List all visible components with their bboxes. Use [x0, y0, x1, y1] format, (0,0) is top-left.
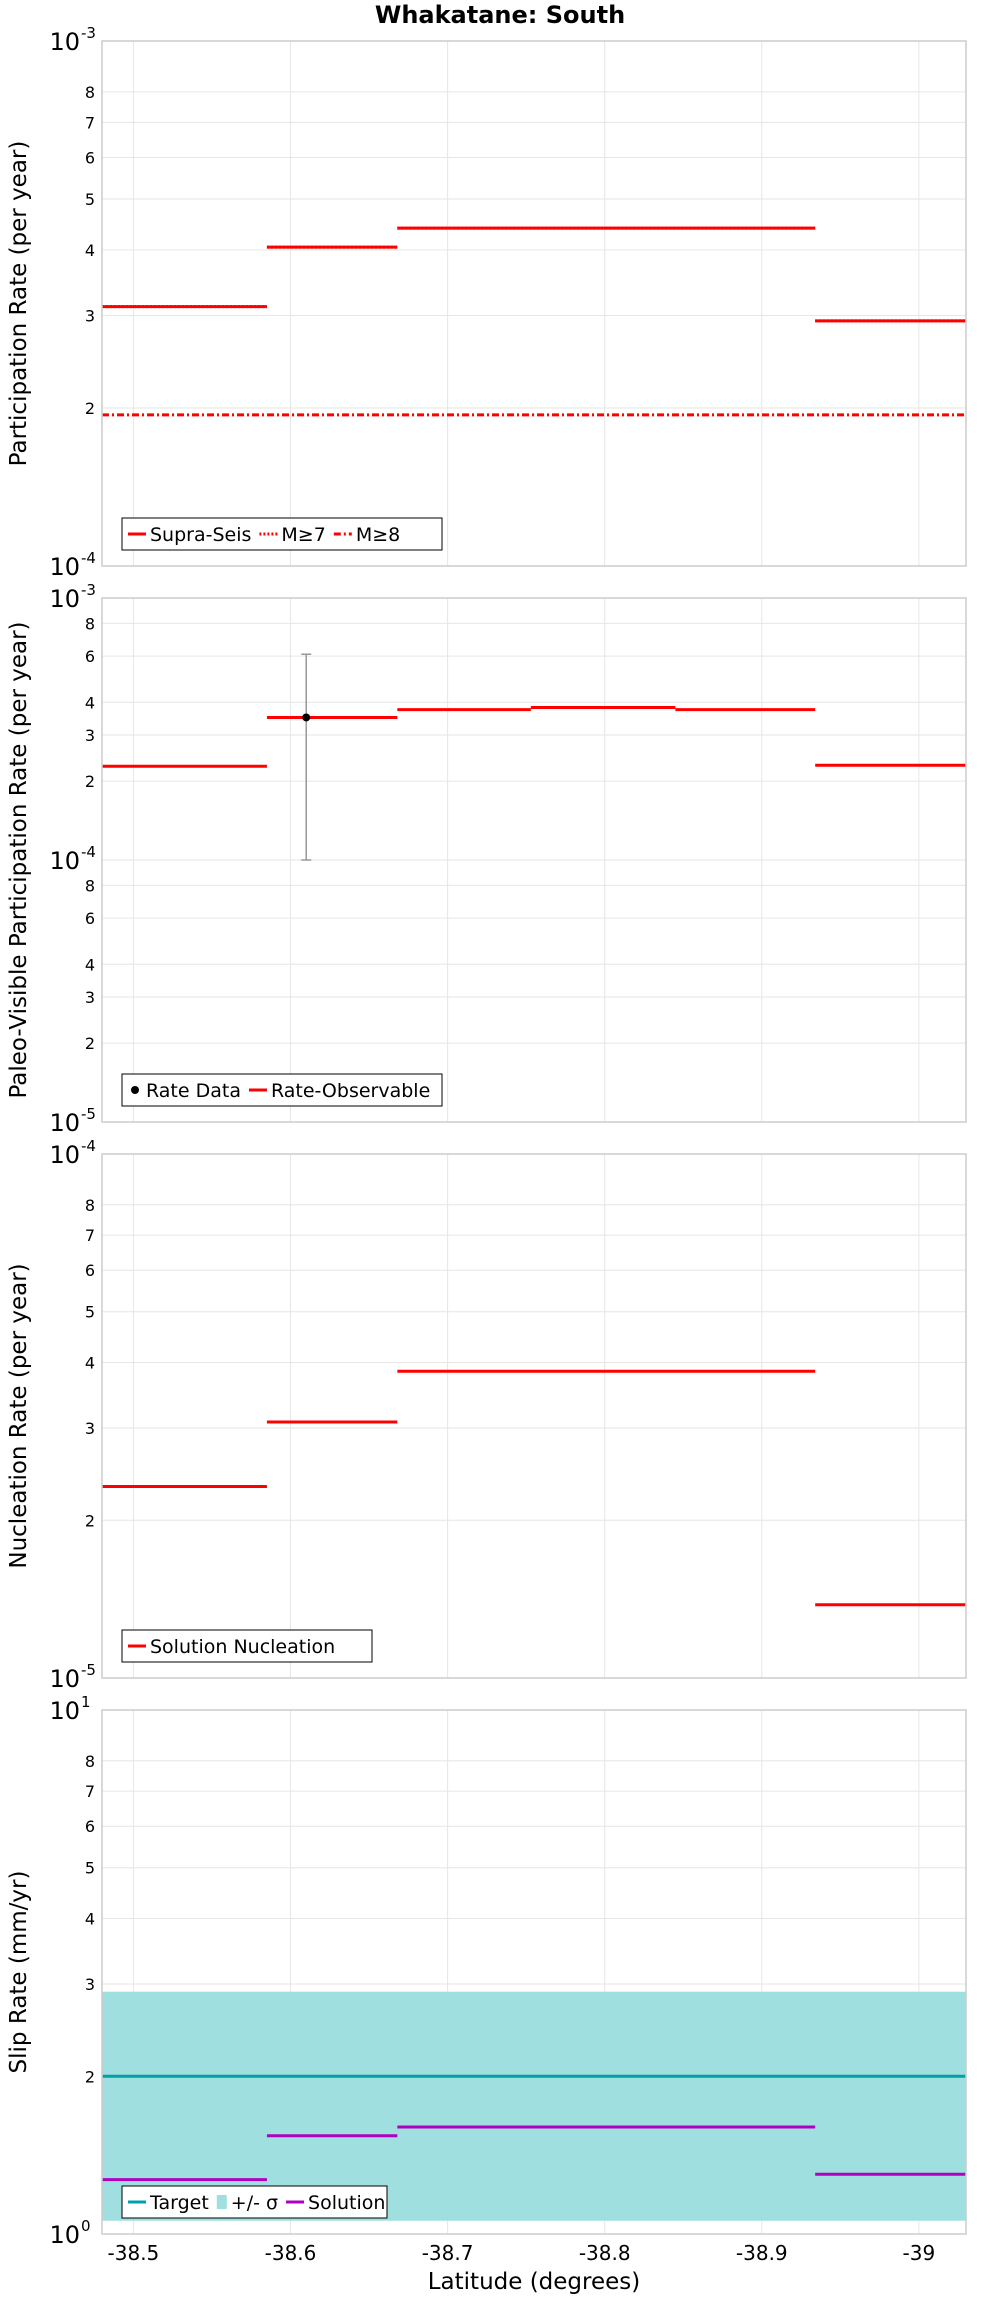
y-minor-tick-label: 4: [85, 241, 95, 260]
y-minor-tick-label: 2: [85, 2067, 95, 2086]
y-tick-exponent: -5: [81, 1661, 96, 1679]
legend: Target +/- σ Solution: [121, 2185, 388, 2219]
y-minor-tick-label: 5: [85, 1303, 95, 1322]
legend-label: Solution: [308, 2192, 385, 2214]
legend: Rate Data Rate-Observable: [121, 1073, 443, 1107]
legend-label: Supra-Seis: [150, 524, 251, 546]
y-minor-tick-label: 4: [85, 1354, 95, 1373]
y-minor-tick-label: 3: [85, 1975, 95, 1994]
y-minor-tick-label: 3: [85, 307, 95, 326]
chart-title: Whakatane: South: [375, 1, 625, 29]
series-rate-observable: [102, 705, 966, 768]
x-tick-label: -38.5: [108, 2241, 160, 2265]
legend-box: [121, 517, 443, 551]
x-tick-label: -38.8: [579, 2241, 631, 2265]
y-minor-tick-label: 2: [85, 772, 95, 791]
legend-label: Solution Nucleation: [150, 1636, 335, 1658]
y-tick-exponent: 1: [81, 1693, 91, 1711]
y-minor-tick-label: 7: [85, 1782, 95, 1801]
x-tick-label: -38.7: [422, 2241, 474, 2265]
y-axis-label: Nucleation Rate (per year): [6, 1263, 32, 1568]
y-tick-label: 10: [49, 1109, 80, 1137]
y-minor-tick-label: 6: [85, 1817, 95, 1836]
legend-label: M≥8: [356, 524, 400, 546]
plot-frame: [101, 1709, 967, 2235]
legend-label: Rate Data: [146, 1080, 241, 1102]
y-minor-tick-label: 8: [85, 1752, 95, 1771]
y-minor-tick-label: 8: [85, 876, 95, 895]
y-minor-tick-label: 7: [85, 113, 95, 132]
legend-box: [121, 1629, 373, 1663]
y-minor-tick-label: 3: [85, 726, 95, 745]
y-tick-label: 10: [49, 585, 80, 613]
y-minor-tick-label: 3: [85, 1419, 95, 1438]
y-tick-exponent: -4: [81, 843, 96, 861]
y-axis-label: Paleo-Visible Participation Rate (per ye…: [6, 621, 32, 1098]
legend-label: +/- σ: [231, 2192, 278, 2214]
y-minor-tick-label: 4: [85, 1910, 95, 1929]
y-minor-tick-label: 2: [85, 1034, 95, 1053]
y-tick-label: 10: [49, 1697, 80, 1725]
y-minor-tick-label: 8: [85, 614, 95, 633]
plot-frame: [101, 40, 967, 567]
plot-area: [102, 41, 966, 566]
x-tick-label: -38.6: [265, 2241, 317, 2265]
y-tick-label: 10: [49, 847, 80, 875]
y-minor-tick-label: 7: [85, 1226, 95, 1245]
data-point: [302, 713, 311, 722]
y-minor-tick-label: 2: [85, 399, 95, 418]
y-tick-label: 10: [49, 2221, 80, 2249]
plot-frame: [101, 1153, 967, 1679]
x-axis-label: Latitude (degrees): [428, 2269, 641, 2295]
y-tick-exponent: -3: [81, 581, 96, 599]
plot-frame: [101, 597, 967, 1123]
y-tick-exponent: -4: [81, 1137, 96, 1155]
y-minor-tick-label: 4: [85, 693, 95, 712]
y-minor-tick-label: 5: [85, 1859, 95, 1878]
legend-box: [121, 1073, 443, 1107]
y-minor-tick-label: 8: [85, 1196, 95, 1215]
y-minor-tick-label: 3: [85, 988, 95, 1007]
y-minor-tick-label: 6: [85, 909, 95, 928]
y-minor-tick-label: 2: [85, 1511, 95, 1530]
y-minor-tick-label: 8: [85, 83, 95, 102]
legend-label: M≥7: [281, 524, 325, 546]
y-tick-label: 10: [49, 1141, 80, 1169]
y-minor-tick-label: 6: [85, 647, 95, 666]
legend-box: [121, 2185, 388, 2219]
y-tick-exponent: -4: [81, 549, 96, 567]
y-tick-label: 10: [49, 28, 80, 56]
y-tick-label: 10: [49, 1665, 80, 1693]
y-minor-tick-label: 6: [85, 1261, 95, 1280]
y-tick-exponent: -3: [81, 24, 96, 42]
x-tick-label: -38.9: [736, 2241, 788, 2265]
series-solution-nucleation: [102, 1369, 966, 1607]
legend-label: Rate-Observable: [271, 1080, 430, 1102]
sigma-band: [102, 1991, 966, 2221]
y-tick-label: 10: [49, 553, 80, 581]
series-solution: [102, 2125, 966, 2182]
y-axis-label: Slip Rate (mm/yr): [6, 1871, 32, 2074]
y-tick-exponent: -5: [81, 1105, 96, 1123]
legend-marker: [131, 1086, 139, 1094]
legend: Supra-Seis M≥7 M≥8: [121, 517, 443, 551]
y-axis-label: Participation Rate (per year): [6, 141, 32, 467]
x-tick-label: -39: [903, 2241, 936, 2265]
legend-marker: [216, 2195, 227, 2209]
plot-area: [102, 1154, 966, 1678]
y-minor-tick-label: 5: [85, 190, 95, 209]
y-minor-tick-label: 4: [85, 955, 95, 974]
legend-label: Target: [149, 2192, 209, 2214]
legend: Solution Nucleation: [121, 1629, 373, 1663]
y-tick-exponent: 0: [81, 2217, 91, 2235]
series-m-7: [102, 226, 966, 323]
y-minor-tick-label: 6: [85, 148, 95, 167]
